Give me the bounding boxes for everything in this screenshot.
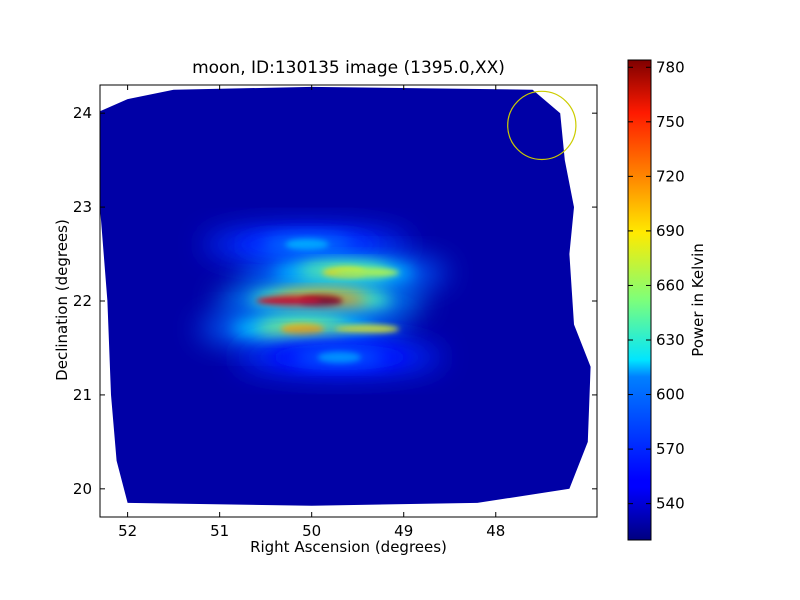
y-tick-label: 20 bbox=[73, 480, 92, 498]
x-tick-label: 51 bbox=[210, 522, 229, 540]
chart-title: moon, ID:130135 image (1395.0,XX) bbox=[192, 58, 505, 78]
colorbar-tick-label: 630 bbox=[656, 331, 685, 349]
colorbar bbox=[627, 59, 652, 541]
y-tick-label: 23 bbox=[73, 198, 92, 216]
colorbar-tick-label: 750 bbox=[656, 113, 685, 131]
y-tick-label: 24 bbox=[73, 104, 92, 122]
colorbar-tick-label: 780 bbox=[656, 58, 685, 76]
beam-circle bbox=[507, 90, 577, 161]
x-tick-label: 50 bbox=[302, 522, 321, 540]
colorbar-tick-label: 690 bbox=[656, 222, 685, 240]
axis-ticks: 52 51 50 49 48 20 21 22 23 24 bbox=[73, 85, 597, 540]
colorbar-tick-label: 600 bbox=[656, 386, 685, 404]
colorbar-tick-label: 540 bbox=[656, 495, 685, 513]
colorbar-tick-label: 660 bbox=[656, 276, 685, 294]
heatmap-area bbox=[100, 86, 591, 506]
fringe-band bbox=[198, 310, 407, 348]
y-tick-label: 22 bbox=[73, 292, 92, 310]
colorbar-tick-label: 720 bbox=[656, 167, 685, 185]
x-axis-label: Right Ascension (degrees) bbox=[250, 538, 447, 556]
fringe-band bbox=[235, 338, 444, 376]
colorbar-tick-label: 570 bbox=[656, 440, 685, 458]
fringe-band bbox=[203, 226, 411, 264]
colorbar-ticks: 540 570 600 630 660 690 720 750 780 bbox=[628, 58, 685, 513]
y-tick-label: 21 bbox=[73, 386, 92, 404]
x-tick-label: 48 bbox=[486, 522, 505, 540]
x-tick-label: 49 bbox=[394, 522, 413, 540]
x-tick-label: 52 bbox=[118, 522, 137, 540]
fringe-band bbox=[217, 282, 425, 320]
fringe-band bbox=[240, 254, 448, 292]
